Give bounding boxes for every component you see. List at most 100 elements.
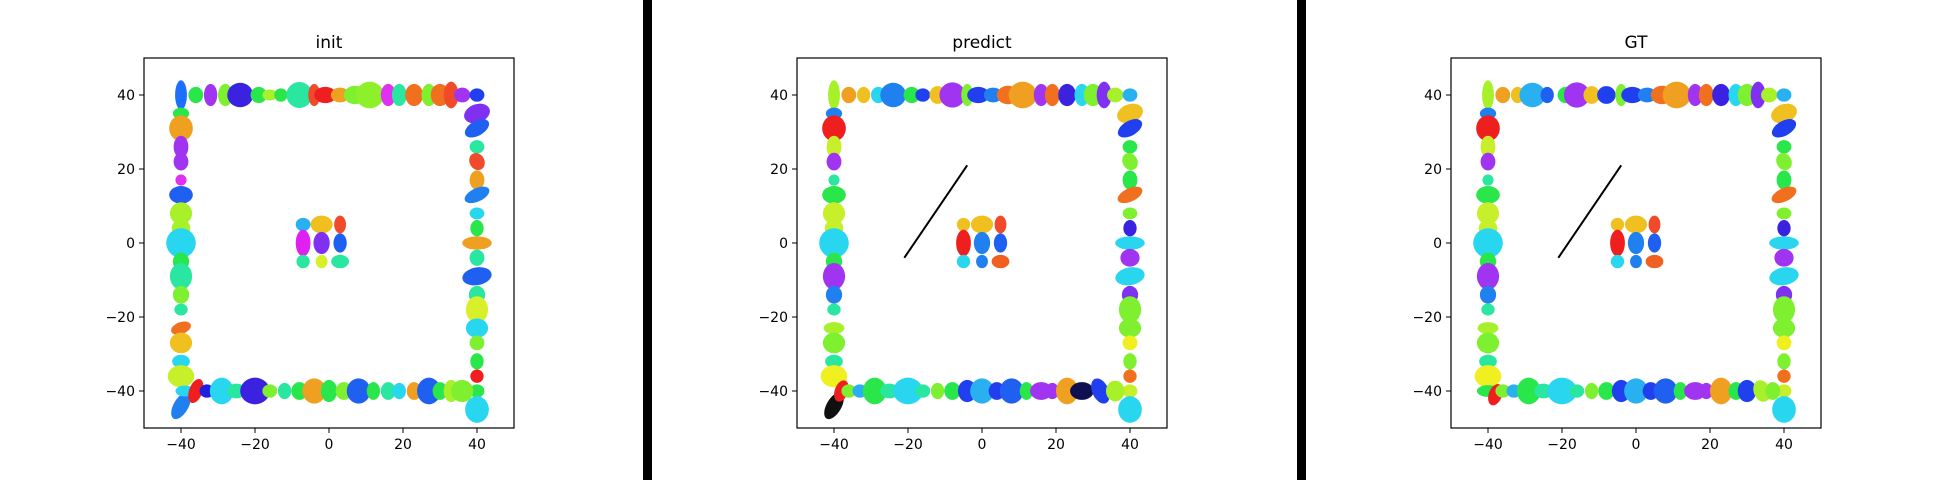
data-ellipse bbox=[333, 233, 347, 253]
x-tick-label: 20 bbox=[1047, 437, 1065, 453]
data-ellipse bbox=[451, 379, 474, 403]
data-ellipse bbox=[454, 87, 471, 103]
x-tick-label: −20 bbox=[893, 437, 923, 453]
data-ellipse bbox=[1662, 81, 1691, 109]
data-ellipse bbox=[841, 384, 857, 398]
data-ellipse bbox=[1096, 81, 1112, 109]
data-ellipse bbox=[469, 335, 485, 351]
data-ellipse bbox=[173, 135, 189, 158]
data-ellipse bbox=[822, 115, 846, 142]
data-ellipse bbox=[320, 379, 338, 403]
data-ellipse bbox=[166, 228, 196, 258]
data-ellipse bbox=[465, 296, 489, 323]
data-ellipse bbox=[465, 396, 489, 423]
data-ellipse bbox=[1476, 186, 1500, 204]
panel-title: init bbox=[316, 33, 343, 53]
data-ellipse bbox=[464, 103, 490, 124]
data-ellipse bbox=[346, 378, 371, 404]
data-ellipse bbox=[313, 231, 330, 255]
y-tick-label: 0 bbox=[126, 236, 135, 252]
data-ellipse bbox=[944, 382, 961, 400]
data-ellipse bbox=[167, 365, 195, 388]
x-tick-label: 40 bbox=[468, 437, 486, 453]
data-ellipse bbox=[1115, 236, 1145, 250]
data-ellipse bbox=[1107, 87, 1124, 103]
data-ellipse bbox=[295, 217, 311, 232]
data-ellipse bbox=[355, 81, 384, 109]
y-tick-label: 20 bbox=[117, 162, 135, 178]
data-ellipse bbox=[976, 254, 988, 269]
data-ellipse bbox=[1776, 153, 1792, 171]
data-ellipse bbox=[1772, 396, 1796, 423]
data-ellipse bbox=[930, 382, 945, 400]
data-ellipse bbox=[970, 215, 994, 234]
data-ellipse bbox=[973, 231, 991, 255]
panel-title: GT bbox=[1625, 33, 1649, 53]
data-ellipse bbox=[1495, 384, 1511, 398]
data-ellipse bbox=[1777, 353, 1791, 370]
data-ellipse bbox=[470, 353, 484, 370]
data-ellipse bbox=[464, 119, 490, 138]
data-ellipse bbox=[169, 186, 193, 204]
data-ellipse bbox=[188, 378, 204, 404]
x-tick-label: 0 bbox=[1632, 437, 1641, 453]
data-ellipse bbox=[1610, 254, 1625, 269]
data-ellipse bbox=[1008, 81, 1037, 109]
data-ellipse bbox=[856, 86, 871, 104]
panel-title: predict bbox=[952, 33, 1012, 53]
data-ellipse bbox=[1624, 215, 1648, 234]
data-ellipse bbox=[1776, 170, 1792, 190]
data-ellipse bbox=[1480, 135, 1496, 158]
data-ellipse bbox=[1765, 382, 1781, 400]
data-ellipse bbox=[999, 378, 1024, 404]
data-ellipse bbox=[380, 382, 396, 400]
data-ellipse bbox=[819, 228, 849, 258]
data-ellipse bbox=[1117, 119, 1143, 138]
y-tick-label: 40 bbox=[1424, 88, 1442, 104]
data-ellipse bbox=[1610, 229, 1625, 257]
data-ellipse bbox=[277, 382, 292, 400]
data-ellipse bbox=[1750, 81, 1766, 109]
data-ellipse bbox=[1598, 382, 1615, 400]
data-ellipse bbox=[967, 86, 990, 104]
data-ellipse bbox=[1476, 332, 1500, 354]
data-ellipse bbox=[1473, 228, 1503, 258]
y-tick-label: 20 bbox=[1424, 162, 1442, 178]
data-ellipse bbox=[1777, 369, 1791, 383]
data-ellipse bbox=[1482, 174, 1494, 186]
panel-init: init −40 −20 0 20 40 −40 −20 0 20 40 bbox=[105, 33, 515, 453]
data-ellipse bbox=[1476, 115, 1500, 142]
data-ellipse bbox=[262, 384, 278, 398]
data-ellipse bbox=[296, 254, 310, 269]
data-ellipse bbox=[1519, 82, 1546, 108]
data-ellipse bbox=[1117, 103, 1143, 124]
data-ellipse bbox=[1769, 236, 1799, 250]
x-tick-label: 0 bbox=[325, 437, 334, 453]
data-ellipse bbox=[915, 384, 931, 398]
data-ellipse bbox=[1673, 382, 1688, 400]
data-ellipse bbox=[469, 153, 485, 171]
data-ellipse bbox=[334, 215, 347, 234]
data-ellipse bbox=[1653, 378, 1678, 404]
data-ellipse bbox=[1776, 140, 1792, 154]
data-ellipse bbox=[380, 83, 396, 107]
data-ellipse bbox=[823, 322, 845, 335]
data-ellipse bbox=[169, 115, 193, 142]
data-ellipse bbox=[1547, 377, 1577, 405]
data-ellipse bbox=[826, 135, 842, 158]
x-tick-label: −20 bbox=[1547, 437, 1577, 453]
data-ellipse bbox=[302, 378, 327, 404]
data-ellipse bbox=[1540, 86, 1554, 104]
data-ellipse bbox=[1761, 87, 1778, 103]
data-ellipse bbox=[172, 285, 190, 304]
data-ellipse bbox=[1710, 377, 1733, 405]
data-ellipse bbox=[956, 254, 971, 269]
data-ellipse bbox=[1771, 186, 1797, 204]
data-ellipse bbox=[1118, 318, 1142, 338]
data-ellipse bbox=[173, 152, 189, 171]
data-ellipse bbox=[1771, 119, 1797, 138]
data-ellipse bbox=[1495, 86, 1511, 104]
data-ellipse bbox=[469, 384, 485, 398]
data-ellipse bbox=[1122, 170, 1138, 190]
